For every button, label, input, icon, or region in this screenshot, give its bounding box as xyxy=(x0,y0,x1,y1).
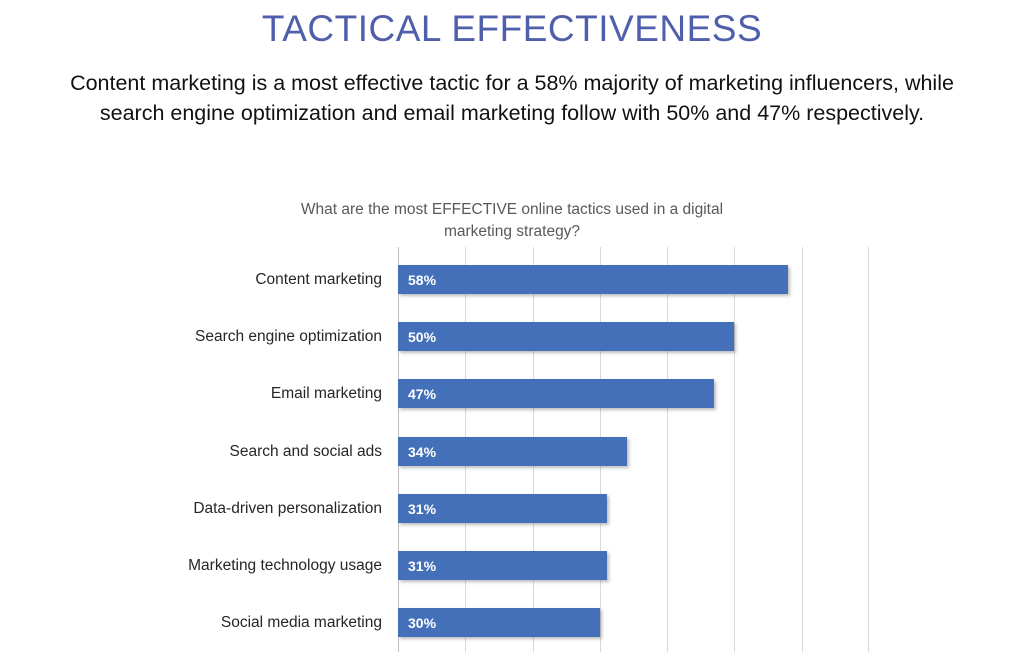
chart-title-line-2: marketing strategy? xyxy=(443,223,581,240)
gridline xyxy=(734,247,736,652)
bar-value-label: 30% xyxy=(408,614,437,631)
category-label: Content marketing xyxy=(255,270,382,288)
category-label: Marketing technology usage xyxy=(188,556,382,574)
gridline xyxy=(667,247,669,652)
category-labels: Content marketing Search engine optimizat… xyxy=(0,247,390,652)
bar: 31% xyxy=(398,494,607,523)
chart-title: What are the most EFFECTIVE online tacti… xyxy=(0,199,1024,243)
bar-value-label: 58% xyxy=(408,271,437,288)
bar-value-label: 50% xyxy=(408,328,437,345)
category-label: Data-driven personalization xyxy=(193,499,382,517)
bar: 31% xyxy=(398,551,607,580)
gridline xyxy=(801,247,803,652)
bar-value-label: 31% xyxy=(408,557,437,574)
bar: 30% xyxy=(398,608,600,637)
category-label: Search and social ads xyxy=(229,442,382,460)
bar: 47% xyxy=(398,379,715,408)
page-subtitle-line-1: Content marketing is a most effective ta… xyxy=(70,71,954,95)
page-subtitle-line-2: search engine optimization and email mar… xyxy=(99,101,925,125)
category-label: Search engine optimization xyxy=(195,327,382,345)
bar-value-label: 34% xyxy=(408,443,437,460)
category-label: Social media marketing xyxy=(220,613,382,631)
bar-value-label: 31% xyxy=(408,500,437,517)
bar: 58% xyxy=(398,265,789,294)
gridline xyxy=(868,247,869,652)
page-title: TACTICAL EFFECTIVENESS xyxy=(261,8,763,49)
plot-area: 58% 50% 47% 34% 31% 31% 30% xyxy=(398,247,869,652)
category-label: Email marketing xyxy=(270,384,382,402)
bar-value-label: 47% xyxy=(408,385,437,402)
page-subtitle: Content marketing is a most effective ta… xyxy=(0,68,1024,128)
chart-title-line-1: What are the most EFFECTIVE online tacti… xyxy=(300,201,724,218)
bar: 34% xyxy=(398,437,627,466)
bar: 50% xyxy=(398,322,735,351)
